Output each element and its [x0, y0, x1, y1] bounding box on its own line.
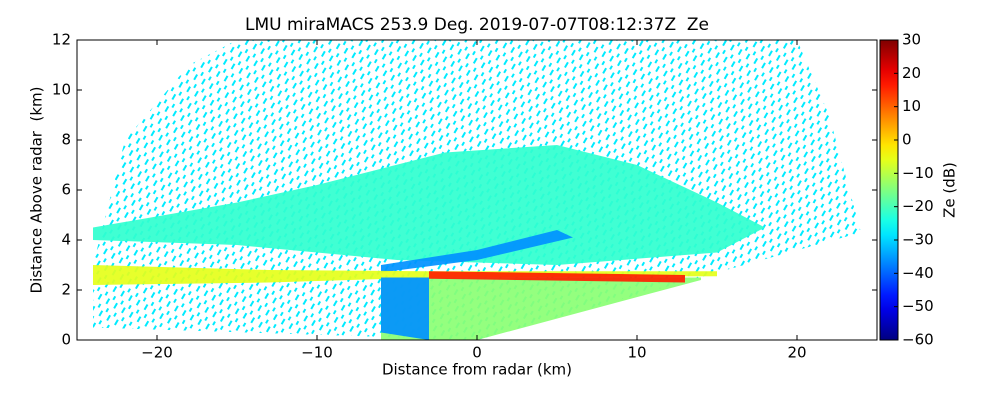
y-axis-label: Distance Above radar (km) [28, 87, 46, 294]
x-axis-label: Distance from radar (km) [382, 361, 572, 379]
echo-region [93, 265, 717, 285]
y-tick-label: 12 [52, 31, 71, 49]
x-tick-label: −20 [141, 344, 173, 362]
y-tick-label: 6 [61, 181, 71, 199]
echo-region [93, 145, 765, 265]
colorbar-tick-label: −20 [902, 197, 934, 215]
colorbar-tick-label: −10 [902, 164, 934, 182]
colorbar-tick-label: −50 [902, 297, 934, 315]
colorbar-tick-label: −30 [902, 231, 934, 249]
y-tick-label: 10 [52, 81, 71, 99]
y-tick-label: 4 [61, 231, 71, 249]
echo-region [381, 277, 701, 340]
echo-region [381, 230, 573, 273]
colorbar-tick-label: 0 [902, 131, 912, 149]
field [93, 40, 861, 340]
y-tick-label: 8 [61, 131, 71, 149]
colorbar-tick-label: −40 [902, 264, 934, 282]
colorbar-tick-label: 30 [902, 31, 921, 49]
colorbar-tick-label: −60 [902, 331, 934, 349]
echo-region [429, 271, 685, 283]
x-tick-label: 0 [472, 344, 482, 362]
y-tick-label: 0 [61, 331, 71, 349]
x-tick-label: 10 [627, 344, 646, 362]
colorbar-label: Ze (dB) [941, 162, 959, 218]
x-tick-label: −10 [301, 344, 333, 362]
colorbar [879, 39, 899, 341]
chart-title: LMU miraMACS 253.9 Deg. 2019-07-07T08:12… [245, 15, 709, 35]
colorbar-tick-label: 20 [902, 64, 921, 82]
colorbar-tick-label: 10 [902, 97, 921, 115]
y-tick-label: 2 [61, 281, 71, 299]
echo-region [381, 277, 429, 340]
x-tick-label: 20 [787, 344, 806, 362]
